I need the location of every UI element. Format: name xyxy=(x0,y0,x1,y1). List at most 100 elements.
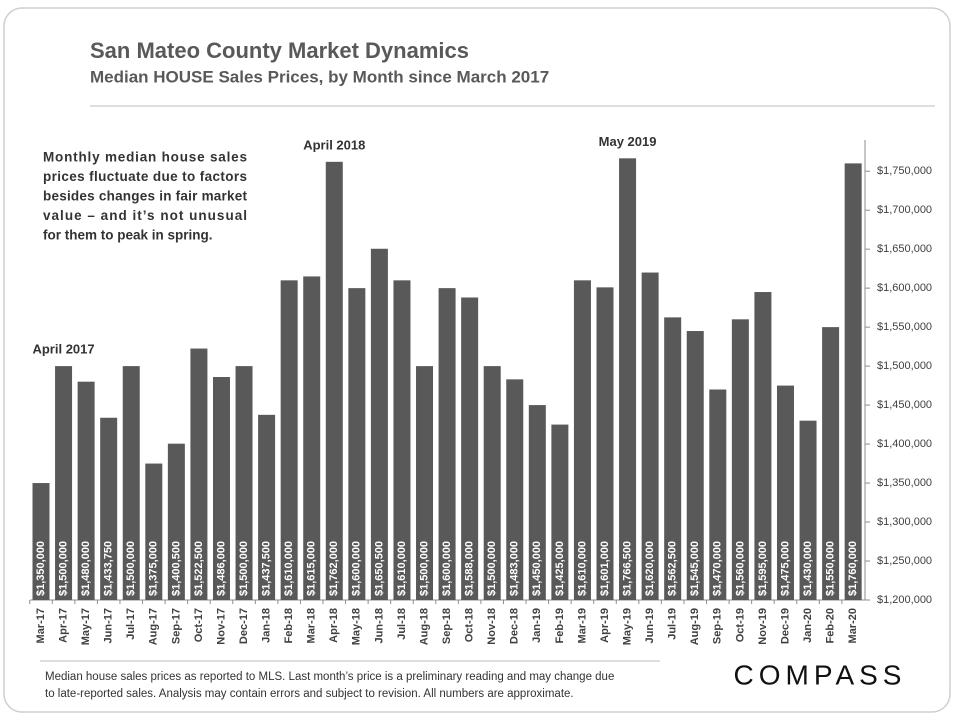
x-tick-label: Jan-18 xyxy=(261,608,273,643)
bar xyxy=(280,280,298,600)
y-tick-label: $1,600,000 xyxy=(877,282,932,294)
note-line: for them to peak in spring. xyxy=(43,228,213,243)
value-label: $1,760,000 xyxy=(847,541,859,596)
bar xyxy=(55,366,73,600)
x-tick-label: Jan-19 xyxy=(531,608,543,643)
value-label: $1,483,000 xyxy=(509,541,521,596)
value-label: $1,437,500 xyxy=(261,541,273,596)
value-label: $1,650,500 xyxy=(373,541,385,596)
chart-subtitle: Median HOUSE Sales Prices, by Month sinc… xyxy=(90,67,549,86)
value-label: $1,470,000 xyxy=(712,541,724,596)
x-tick-label: May-17 xyxy=(80,608,92,645)
x-tick-label: Jul-19 xyxy=(667,608,679,640)
note-line: value – and it’s not unusual xyxy=(43,208,247,223)
bar xyxy=(416,366,434,600)
bar xyxy=(438,288,456,600)
value-label: $1,430,000 xyxy=(802,541,814,596)
bar xyxy=(461,297,479,600)
bar xyxy=(303,276,321,600)
chart-title: San Mateo County Market Dynamics xyxy=(90,38,469,63)
bar xyxy=(167,443,185,600)
value-label: $1,500,000 xyxy=(125,541,137,596)
value-label: $1,615,000 xyxy=(306,541,318,596)
bar xyxy=(799,420,817,600)
value-label: $1,600,000 xyxy=(441,541,453,596)
x-tick-label: Dec-17 xyxy=(238,608,250,644)
y-tick-label: $1,400,000 xyxy=(877,438,932,450)
value-label: $1,522,500 xyxy=(193,541,205,596)
bar xyxy=(528,405,546,600)
x-tick-label: Nov-19 xyxy=(757,608,769,645)
value-label: $1,600,000 xyxy=(351,541,363,596)
bar xyxy=(619,158,637,601)
value-label: $1,450,000 xyxy=(531,541,543,596)
y-tick-label: $1,450,000 xyxy=(877,399,932,411)
x-tick-label: May-18 xyxy=(351,608,363,645)
value-label: $1,400,500 xyxy=(170,541,182,596)
bar xyxy=(100,417,118,600)
value-label: $1,500,000 xyxy=(238,541,250,596)
x-tick-label: Nov-17 xyxy=(215,608,227,645)
value-label: $1,620,000 xyxy=(644,541,656,596)
bar xyxy=(596,287,614,600)
x-tick-label: Nov-18 xyxy=(486,608,498,645)
bar xyxy=(145,463,163,600)
value-label: $1,562,500 xyxy=(667,541,679,596)
value-label: $1,475,000 xyxy=(779,541,791,596)
value-label: $1,350,000 xyxy=(35,541,47,596)
y-tick-label: $1,350,000 xyxy=(877,477,932,489)
bar xyxy=(822,327,840,600)
x-tick-label: Feb-20 xyxy=(825,608,837,643)
y-tick-label: $1,500,000 xyxy=(877,360,932,372)
bar xyxy=(393,280,411,600)
y-tick-label: $1,250,000 xyxy=(877,555,932,567)
x-tick-label: Aug-17 xyxy=(148,608,160,645)
x-tick-label: Apr-19 xyxy=(599,608,611,643)
x-tick-label: Feb-18 xyxy=(283,608,295,643)
bar xyxy=(190,348,208,600)
value-label: $1,500,000 xyxy=(486,541,498,596)
x-tick-label: Sep-17 xyxy=(170,608,182,644)
x-tick-label: Apr-17 xyxy=(57,608,69,643)
note-line: besides changes in fair market xyxy=(43,189,248,204)
bar xyxy=(641,272,659,600)
annotation: April 2018 xyxy=(303,137,365,152)
brand-logo: COMPASS xyxy=(734,659,907,690)
x-tick-label: Aug-19 xyxy=(689,608,701,645)
bar xyxy=(506,379,524,600)
annotation: April 2017 xyxy=(32,342,94,357)
value-label: $1,610,000 xyxy=(283,541,295,596)
x-tick-label: Mar-20 xyxy=(847,608,859,643)
x-tick-label: Oct-19 xyxy=(734,608,746,642)
x-tick-label: Sep-19 xyxy=(712,608,724,644)
x-tick-label: Dec-18 xyxy=(509,608,521,644)
bar xyxy=(686,331,704,600)
annotation: May 2019 xyxy=(599,134,657,149)
footnote-line: Median house sales prices as reported to… xyxy=(45,671,614,683)
value-label: $1,610,000 xyxy=(576,541,588,596)
x-tick-label: Apr-18 xyxy=(328,608,340,643)
note-line: prices fluctuate due to factors xyxy=(43,169,247,184)
value-label: $1,595,000 xyxy=(757,541,769,596)
y-tick-label: $1,550,000 xyxy=(877,321,932,333)
y-tick-label: $1,650,000 xyxy=(877,243,932,255)
x-tick-label: Oct-18 xyxy=(464,608,476,642)
value-label: $1,375,000 xyxy=(148,541,160,596)
bar xyxy=(731,319,749,600)
value-label: $1,601,000 xyxy=(599,541,611,596)
bar xyxy=(844,163,862,600)
x-tick-label: Mar-18 xyxy=(306,608,318,643)
bar xyxy=(235,366,253,600)
x-tick-label: Oct-17 xyxy=(193,608,205,642)
value-label: $1,588,000 xyxy=(464,541,476,596)
bar xyxy=(348,288,366,600)
bar xyxy=(664,317,682,600)
value-label: $1,500,000 xyxy=(57,541,69,596)
value-label: $1,610,000 xyxy=(396,541,408,596)
y-tick-label: $1,700,000 xyxy=(877,204,932,216)
bar xyxy=(573,280,591,600)
x-tick-label: Aug-18 xyxy=(418,608,430,645)
value-label: $1,425,000 xyxy=(554,541,566,596)
x-tick-label: Jun-19 xyxy=(644,608,656,643)
